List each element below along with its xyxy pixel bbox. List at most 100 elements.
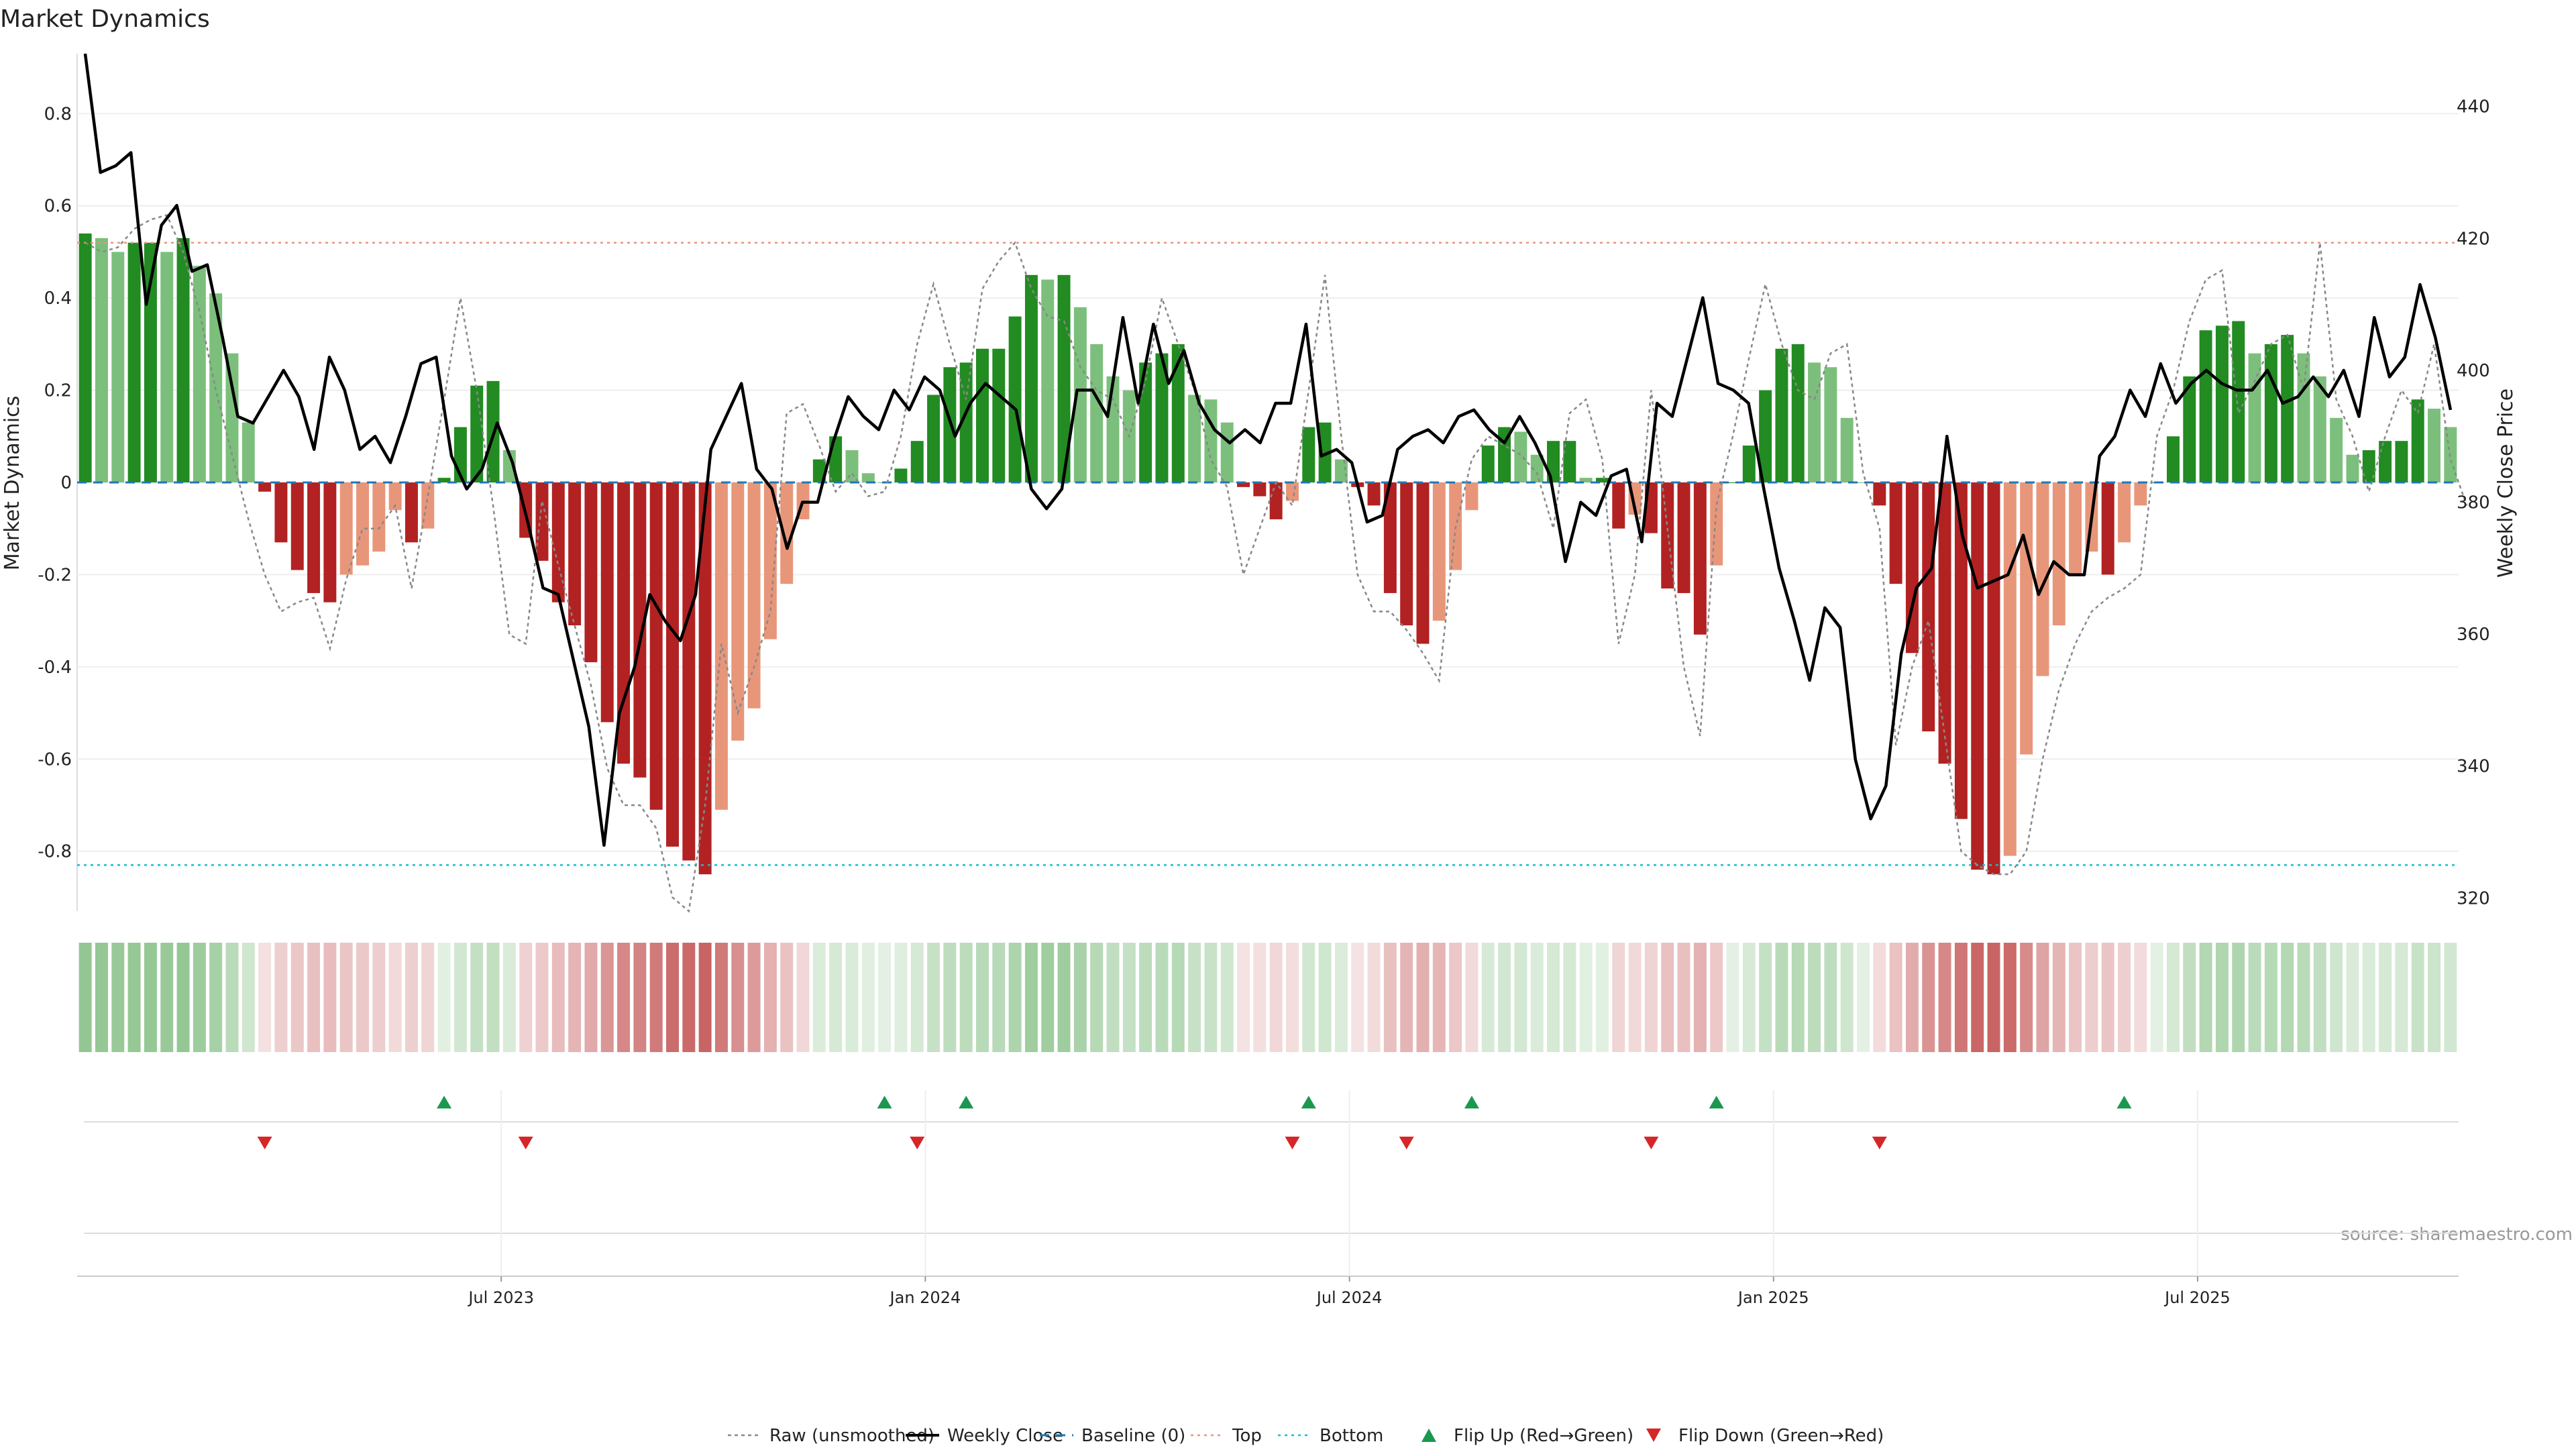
heat-cell [1155,943,1169,1052]
heat-cell [176,943,190,1052]
dynamics-bar [1775,348,1788,482]
flip-down-marker [257,1137,272,1149]
heat-cell [1938,943,1951,1052]
y-tick-label: 0.8 [44,104,72,124]
dynamics-bar [600,482,614,723]
heat-cell [1514,943,1527,1052]
dynamics-bar [1938,482,1951,764]
heat-cell [2379,943,2392,1052]
heat-cell [339,943,353,1052]
dynamics-bar [731,482,745,741]
dynamics-bar [1530,454,1544,482]
heat-cell [1726,943,1739,1052]
heat-cell [1139,943,1152,1052]
legend-item-baseline: Baseline (0) [1040,1426,1185,1446]
y2-tick-label: 340 [2457,757,2490,777]
dynamics-bar [470,385,484,482]
dynamics-bar [829,436,843,482]
heat-cell [878,943,892,1052]
dynamics-bar [127,242,141,482]
dynamics-bar [1106,376,1120,482]
dynamics-bar [1873,482,1886,506]
dynamics-bar [1742,446,1756,482]
dynamics-bar [2395,441,2408,482]
heat-cell [2330,943,2343,1052]
heat-cell [1954,943,1968,1052]
dynamics-bar [2428,409,2441,482]
dynamics-bar [372,482,386,552]
heat-cell [2150,943,2163,1052]
heat-cell [1840,943,1854,1052]
flip-down-marker [1285,1137,1300,1149]
dynamics-bar [1237,482,1250,487]
heat-cell [2020,943,2033,1052]
dynamics-bar [1008,316,1022,482]
dynamics-bar [290,482,304,570]
heat-cell [437,943,451,1052]
dynamics-bar [2313,376,2326,482]
heat-cell [1285,943,1299,1052]
dynamics-bar [1269,482,1283,519]
dynamics-bar [2264,344,2277,482]
heat-cell [2395,943,2408,1052]
heat-cell [1873,943,1886,1052]
dynamics-bar [437,478,451,482]
heat-cell [1220,943,1234,1052]
dynamics-bar [894,468,908,482]
dynamics-bar [356,482,369,566]
flip-down-marker [910,1137,925,1149]
dynamics-bar [2248,353,2261,482]
heat-cell [225,943,239,1052]
y-axis-label: Market Dynamics [1,396,24,571]
dynamics-bar [910,441,924,482]
legend-item-raw: Raw (unsmoothed) [728,1426,934,1446]
dynamics-bar [861,473,875,482]
heat-cell [1057,943,1071,1052]
heat-cell [502,943,516,1052]
dynamics-bar [225,353,239,482]
dynamics-bar [1905,482,1919,654]
heat-cell [959,943,973,1052]
dynamics-bar [405,482,418,543]
raw-series-line [85,214,2468,913]
heat-cell [160,943,174,1052]
heat-cell [780,943,794,1052]
heat-cell [943,943,957,1052]
heat-cell [241,943,255,1052]
dynamics-bar [1155,353,1169,482]
heat-cell [2215,943,2229,1052]
dynamics-bar [1547,441,1560,482]
legend-label: Flip Down (Green→Red) [1678,1426,1884,1446]
y-tick-label: -0.8 [38,842,72,862]
flip-down-marker [1644,1137,1659,1149]
dynamics-bar [698,482,712,875]
heat-cell [2036,943,2049,1052]
heat-cell [2346,943,2359,1052]
dynamics-bar [1563,441,1576,482]
flip-up-marker [877,1096,892,1108]
heat-cell [682,943,696,1052]
dynamics-bar [2297,353,2310,482]
dynamics-bar [2134,482,2147,506]
dynamics-bar [1954,482,1968,819]
dynamics-bar [2215,325,2229,482]
dynamics-bar [992,348,1006,482]
heat-cell [812,943,826,1052]
heat-cell [356,943,369,1052]
heat-cell [2297,943,2310,1052]
heat-cell [1857,943,1870,1052]
x-tick-label: Jul 2024 [1316,1288,1383,1307]
dynamics-bar [1334,459,1348,482]
heat-cell [2313,943,2326,1052]
dynamics-bar [1808,362,1821,482]
dynamics-bar [502,450,516,482]
heat-cell [470,943,484,1052]
dynamics-bar [1090,344,1104,482]
dynamics-bar [1024,274,1038,482]
heat-cell [1579,943,1593,1052]
dynamics-bar [1922,482,1935,732]
dynamics-bar [1791,344,1805,482]
dynamics-bar [763,482,777,639]
flip-up-marker [959,1096,974,1108]
